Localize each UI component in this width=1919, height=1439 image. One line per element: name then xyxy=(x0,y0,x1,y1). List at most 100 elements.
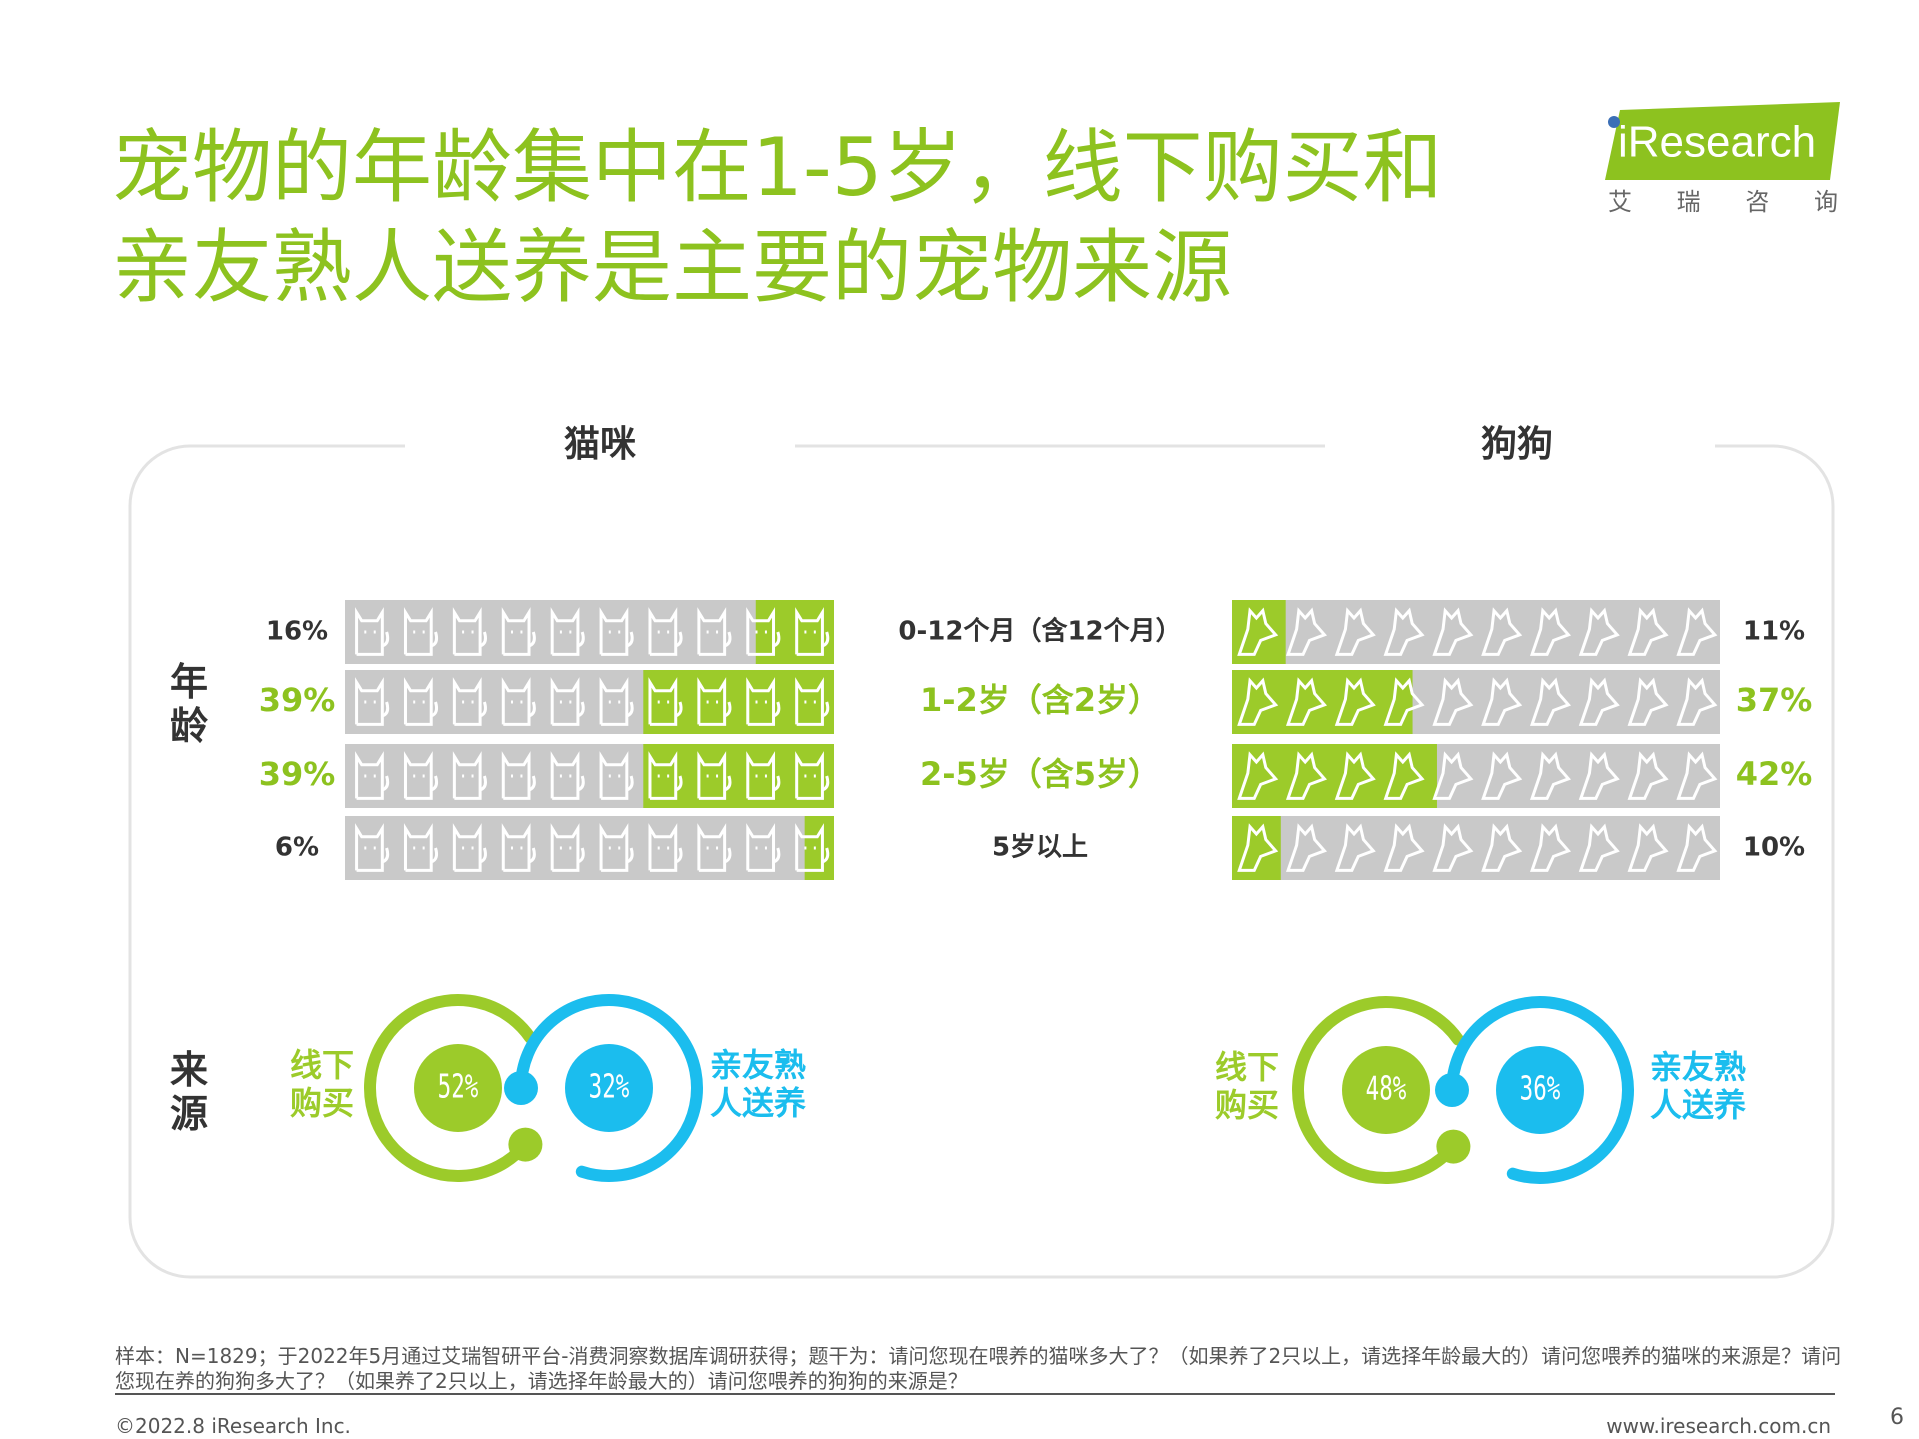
series-name: 猫咪 xyxy=(564,424,636,465)
icon xyxy=(795,607,830,656)
icon xyxy=(452,677,487,726)
value-label: 36% xyxy=(1520,1069,1561,1108)
icon xyxy=(697,751,732,800)
category-label: 亲友熟人送养 xyxy=(710,1046,807,1122)
icon xyxy=(550,823,585,872)
icon xyxy=(550,751,585,800)
value-label: 37% xyxy=(1736,681,1813,719)
icon xyxy=(1383,607,1425,656)
icon xyxy=(648,677,683,726)
bar-track xyxy=(1232,816,1720,880)
icon xyxy=(1578,677,1620,726)
value-label: 32% xyxy=(589,1067,630,1106)
value-label: 6% xyxy=(275,833,319,863)
chart: 0-12个月（含12个月） 1-2岁（含2岁） 2-5岁（含5岁） 5岁以上 猫咪 16%… xyxy=(128,424,1835,1279)
divider xyxy=(115,1393,1835,1395)
ring xyxy=(364,994,537,1182)
icon xyxy=(648,751,683,800)
icon xyxy=(1383,823,1425,872)
category-label: 0-12个月（含12个月） xyxy=(898,616,1181,647)
icon xyxy=(795,823,830,872)
title-line: 宠物的年龄集中在1-5岁，线下购买和 xyxy=(112,121,1443,214)
icon xyxy=(403,607,439,656)
icon xyxy=(697,677,732,726)
icon xyxy=(1334,823,1376,872)
icon xyxy=(648,607,683,656)
icon xyxy=(355,751,390,800)
icon xyxy=(1481,607,1523,656)
icon xyxy=(452,823,487,872)
bubble xyxy=(565,1044,653,1132)
series-name: 狗狗 xyxy=(1481,424,1553,465)
value-label: 48% xyxy=(1366,1069,1407,1108)
icon xyxy=(697,607,732,656)
icon xyxy=(1529,607,1572,656)
icon xyxy=(599,751,634,800)
icon xyxy=(1676,607,1718,656)
icon xyxy=(452,751,487,800)
category-label: 线下购买 xyxy=(290,1046,355,1122)
ring xyxy=(1292,996,1465,1184)
icon xyxy=(355,677,390,726)
icon xyxy=(795,751,830,800)
website: www.iresearch.com.cn xyxy=(1606,1414,1831,1438)
icon xyxy=(501,751,536,800)
value-label: 42% xyxy=(1736,755,1813,793)
icon xyxy=(746,751,781,800)
icon xyxy=(1432,607,1474,656)
icon xyxy=(403,823,439,872)
category-label: 2-5岁（含5岁） xyxy=(920,755,1160,793)
source-label: 来源 xyxy=(170,1048,209,1136)
icon xyxy=(1237,823,1279,872)
icon xyxy=(1627,823,1669,872)
icon xyxy=(746,607,781,656)
icon xyxy=(1334,751,1376,800)
value-label: 39% xyxy=(259,681,336,719)
icon xyxy=(1285,607,1328,656)
icon xyxy=(501,607,536,656)
icon xyxy=(1285,823,1328,872)
ring xyxy=(515,994,703,1182)
icon xyxy=(550,677,585,726)
bubble xyxy=(1342,1046,1430,1134)
icon xyxy=(1578,751,1620,800)
logo-text: iResearch xyxy=(1618,118,1816,167)
icon xyxy=(1481,751,1523,800)
icon xyxy=(501,823,536,872)
icon xyxy=(452,607,487,656)
icon xyxy=(1432,823,1474,872)
icon xyxy=(746,823,781,872)
icon xyxy=(1529,677,1572,726)
icon xyxy=(1237,751,1279,800)
icon xyxy=(746,677,781,726)
icon xyxy=(501,677,536,726)
icon xyxy=(599,823,634,872)
icon xyxy=(795,677,830,726)
icon xyxy=(648,823,683,872)
bar xyxy=(1232,744,1437,808)
icon xyxy=(355,607,390,656)
icon xyxy=(1334,607,1376,656)
logo: iResearch 艾 瑞 咨 询 xyxy=(1605,102,1840,216)
icon xyxy=(1334,677,1376,726)
icon xyxy=(1383,751,1425,800)
ring-dot xyxy=(1436,1129,1471,1164)
icon xyxy=(1676,677,1718,726)
icon xyxy=(1676,823,1718,872)
icon xyxy=(1481,677,1523,726)
icon xyxy=(1432,751,1474,800)
icon xyxy=(1627,677,1669,726)
icon xyxy=(697,823,732,872)
icon xyxy=(1383,677,1425,726)
bubble xyxy=(1496,1046,1584,1134)
icon xyxy=(1432,677,1474,726)
category-label: 线下购买 xyxy=(1215,1048,1280,1124)
icon xyxy=(403,751,439,800)
category-label: 亲友熟人送养 xyxy=(1650,1048,1747,1124)
copyright: ©2022.8 iResearch Inc. xyxy=(115,1414,351,1438)
icon xyxy=(599,607,634,656)
category-label: 1-2岁（含2岁） xyxy=(920,681,1160,719)
icon xyxy=(1237,677,1279,726)
value-label: 52% xyxy=(438,1067,479,1106)
